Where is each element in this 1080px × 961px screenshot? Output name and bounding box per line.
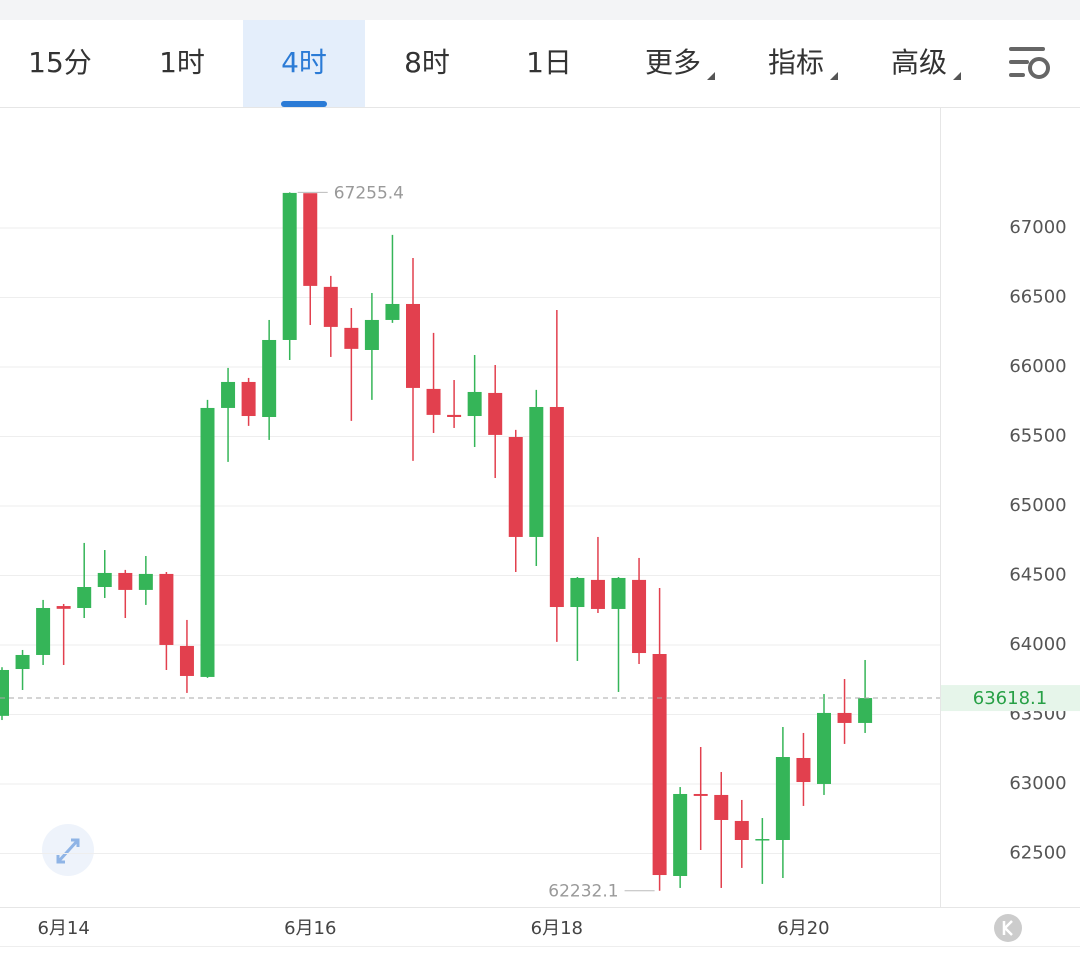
y-tick-label: 66000 xyxy=(1009,356,1066,377)
expand-button[interactable] xyxy=(42,824,94,876)
tab[interactable]: 更多 xyxy=(645,46,701,79)
y-tick-label: 65000 xyxy=(1009,495,1066,516)
candle-body xyxy=(15,654,30,670)
candle-body xyxy=(323,286,338,327)
k-button[interactable] xyxy=(994,914,1022,942)
candle-body xyxy=(796,757,811,783)
candle-body xyxy=(344,327,359,349)
candle-body xyxy=(549,406,564,608)
x-tick-label: 6月20 xyxy=(777,918,829,939)
dropdown-arrow xyxy=(707,72,715,80)
settings-icon[interactable] xyxy=(1009,47,1050,79)
candle-body xyxy=(693,793,708,796)
candle-body xyxy=(241,381,256,417)
tab[interactable]: 高级 xyxy=(891,46,947,79)
candle-body xyxy=(817,712,831,784)
candle-body xyxy=(221,381,236,408)
candle-body xyxy=(508,437,523,537)
max-label: 67255.4 xyxy=(334,183,404,203)
y-tick-label: 62500 xyxy=(1009,842,1066,863)
candle-body xyxy=(673,793,688,877)
last-price-bg xyxy=(941,685,1080,712)
icon-gear xyxy=(1028,57,1050,79)
tab[interactable]: 1时 xyxy=(159,46,205,79)
candle-body xyxy=(488,392,503,435)
candle-body xyxy=(200,407,215,677)
x-tick-label: 6月16 xyxy=(284,918,336,939)
y-tick-label: 64500 xyxy=(1009,564,1066,585)
candle-body xyxy=(734,820,749,840)
candle-body xyxy=(179,645,194,676)
candle-body xyxy=(406,303,420,388)
k-icon xyxy=(1002,920,1013,936)
candle-body xyxy=(858,698,873,723)
candle-body xyxy=(426,388,441,415)
tab[interactable]: 8时 xyxy=(404,46,450,79)
tab[interactable]: 指标 xyxy=(768,46,824,79)
k-bg xyxy=(994,914,1022,942)
candle-body xyxy=(590,579,605,609)
x-tick-label: 6月18 xyxy=(531,918,583,939)
tab-selected-bg xyxy=(243,20,365,107)
y-tick-label: 66500 xyxy=(1009,286,1066,307)
candle-body xyxy=(36,607,51,655)
y-tick-label: 64000 xyxy=(1009,634,1066,655)
icon-bar xyxy=(1009,60,1029,64)
x-tick-label: 6月14 xyxy=(37,918,89,939)
candle-body xyxy=(385,303,400,320)
tab[interactable]: 4时 xyxy=(281,46,327,79)
icon-bar xyxy=(1009,47,1045,51)
status-band xyxy=(0,0,1080,20)
candle-body xyxy=(282,192,297,340)
candle-body xyxy=(118,572,133,590)
tab[interactable]: 15分 xyxy=(28,46,92,79)
candle-body xyxy=(775,757,790,840)
candle-body xyxy=(0,669,9,716)
candle-body xyxy=(159,573,174,645)
candle-body xyxy=(77,587,92,608)
expand-icon xyxy=(56,838,80,864)
candle-body xyxy=(447,414,462,417)
candle-body xyxy=(303,193,318,286)
tab-indicator xyxy=(281,101,327,107)
min-label: 62232.1 xyxy=(548,882,618,902)
candle-body xyxy=(56,606,71,609)
candle-body xyxy=(755,839,770,841)
candle-body xyxy=(714,794,729,820)
last-price-label: 63618.1 xyxy=(973,688,1047,709)
icon-bar xyxy=(1009,73,1025,77)
y-tick-label: 63000 xyxy=(1009,773,1066,794)
dropdown-arrow xyxy=(830,72,838,80)
candle-body xyxy=(467,391,482,417)
tab[interactable]: 1日 xyxy=(526,46,572,79)
y-tick-label: 65500 xyxy=(1009,425,1066,446)
candle-body xyxy=(364,319,379,350)
candle-body xyxy=(97,572,112,587)
candle-body xyxy=(837,712,852,723)
candle-body xyxy=(262,339,277,417)
candle-body xyxy=(570,577,585,608)
y-tick-label: 67000 xyxy=(1009,217,1066,238)
candle-body xyxy=(138,573,153,590)
dropdown-arrow xyxy=(953,72,961,80)
candle-body xyxy=(611,577,626,609)
candle-body xyxy=(652,654,667,876)
candle-body xyxy=(632,579,647,654)
candle-body xyxy=(529,406,544,537)
